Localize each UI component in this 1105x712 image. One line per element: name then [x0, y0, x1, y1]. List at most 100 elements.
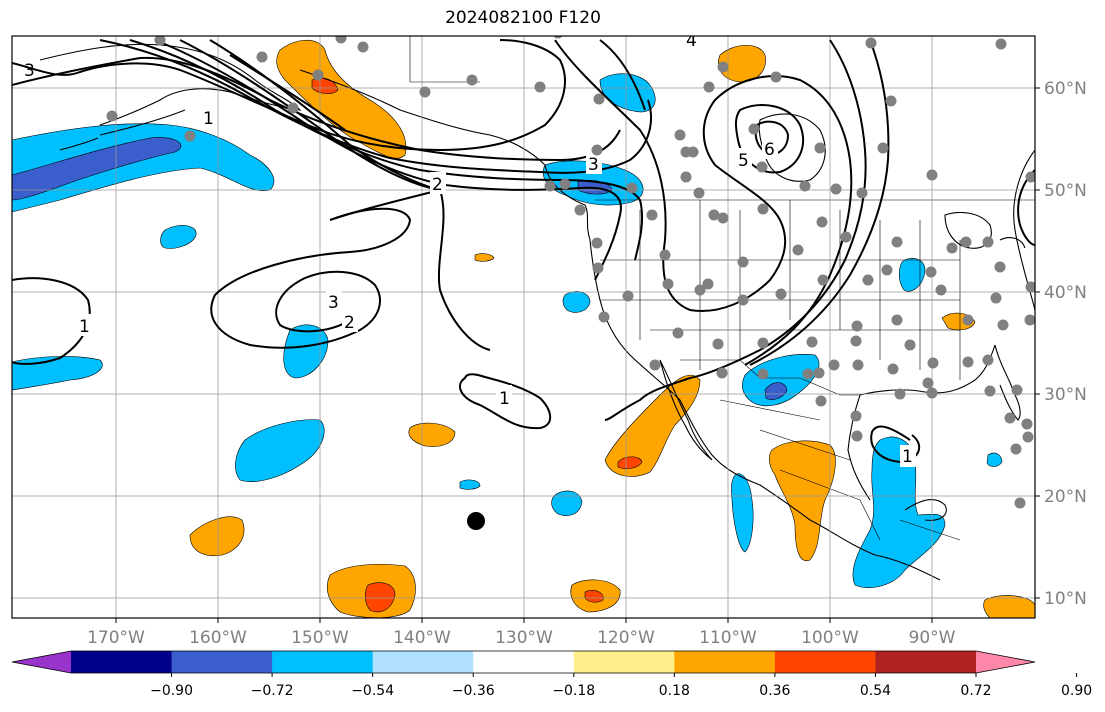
colorbar-tick-label: −0.54 [351, 683, 394, 699]
station-marker [887, 363, 899, 375]
colorbar-tick-label: 0.18 [659, 683, 690, 699]
station-marker [1011, 384, 1023, 396]
contour-label: 2 [344, 313, 355, 333]
colorbar-tick-label: −0.18 [552, 683, 595, 699]
latitude-tick-label: 50°N [1044, 181, 1087, 201]
station-marker [748, 123, 760, 135]
longitude-labels: 170°W 160°W 150°W 140°W 130°W 120°W 110°W 100°W… [87, 618, 956, 648]
longitude-tick-label: 150°W [291, 628, 349, 648]
station-marker [674, 129, 686, 141]
aleutian-islands [59, 109, 186, 151]
colorbar-tick-label: −0.36 [452, 683, 495, 699]
latitude-tick-label: 10°N [1044, 589, 1087, 609]
contour-line [554, 39, 853, 366]
station-marker [702, 278, 714, 290]
station-marker [534, 81, 546, 93]
negative-anomaly-core [12, 137, 182, 201]
station-marker [708, 209, 720, 221]
station-marker [984, 385, 996, 397]
station-marker [850, 335, 862, 347]
colorbar-segment [774, 651, 876, 673]
contour-label: 3 [588, 155, 599, 175]
station-marker [925, 266, 937, 278]
station-marker [1022, 431, 1034, 443]
station-marker [997, 319, 1009, 331]
contour-line [754, 120, 790, 155]
station-marker [828, 359, 840, 371]
colorbar-segment [372, 651, 474, 673]
station-marker [840, 231, 852, 243]
anomaly-shading [12, 39, 1035, 618]
colorbar-segment [875, 651, 977, 673]
station-marker [830, 183, 842, 195]
station-marker [946, 242, 958, 254]
station-marker [592, 262, 604, 274]
station-marker [862, 274, 874, 286]
station-marker [646, 209, 658, 221]
station-marker [994, 261, 1006, 273]
contour-label-group: 1 1 1 1 2 2 3 3 3 4 5 6 [24, 31, 916, 467]
contour-label: 3 [328, 293, 339, 313]
station-markers [106, 36, 1035, 509]
longitude-tick-label: 130°W [495, 628, 553, 648]
longitude-tick-label: 170°W [87, 628, 145, 648]
station-marker [256, 51, 268, 63]
colorbar-extend-low [12, 651, 71, 673]
station-marker [850, 410, 862, 422]
station-marker [792, 244, 804, 256]
station-marker [574, 204, 586, 216]
colorbar-tick-label: 0.36 [759, 683, 790, 699]
station-marker [1010, 443, 1022, 455]
positive-anomaly-region [604, 374, 701, 477]
colorbar-segment [674, 651, 776, 673]
contour-label: 6 [764, 140, 775, 160]
station-marker [982, 354, 994, 366]
station-marker [894, 388, 906, 400]
station-marker [662, 278, 674, 290]
yucatan [904, 499, 947, 521]
positive-anomaly-region [474, 253, 495, 262]
station-marker [593, 93, 605, 105]
station-marker [154, 36, 166, 46]
negative-anomaly-region [898, 257, 926, 292]
latitude-tick-label: 60°N [1044, 79, 1087, 99]
station-marker [419, 86, 431, 98]
contour-label: 4 [686, 31, 697, 51]
negative-anomaly-region [731, 473, 754, 553]
longitude-tick-label: 90°W [909, 628, 956, 648]
colorbar-segment [473, 651, 575, 673]
colorbar-tick-label: −0.72 [251, 683, 294, 699]
positive-anomaly-region [718, 44, 766, 83]
map-title: 2024082100 F120 [445, 8, 601, 28]
station-marker [852, 359, 864, 371]
station-marker [1004, 412, 1016, 424]
station-marker [106, 110, 118, 122]
station-marker [757, 368, 769, 380]
contour-line [12, 39, 566, 152]
positive-anomaly-region [276, 39, 407, 159]
contour-line [179, 39, 441, 191]
station-marker [775, 288, 787, 300]
station-marker [598, 311, 610, 323]
station-marker [881, 264, 893, 276]
station-marker [1025, 281, 1035, 293]
contour-label: 1 [499, 389, 510, 409]
station-marker [694, 284, 706, 296]
station-marker [622, 290, 634, 302]
station-marker [559, 178, 571, 190]
station-marker [927, 357, 939, 369]
station-marker [865, 37, 877, 49]
station-marker [703, 81, 715, 93]
station-marker [737, 256, 749, 268]
contour-label: 2 [432, 175, 443, 195]
negative-anomaly-region [986, 452, 1003, 467]
colorbar-tick-label: 0.54 [860, 683, 891, 699]
station-marker [817, 274, 829, 286]
colorbar-outline [11, 650, 1036, 674]
station-marker [891, 314, 903, 326]
contour-line [870, 425, 921, 464]
station-marker [851, 320, 863, 332]
colorbar-segment [272, 651, 374, 673]
station-marker [926, 169, 938, 181]
